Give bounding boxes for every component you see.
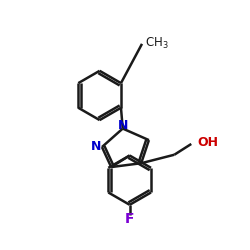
Text: OH: OH bbox=[198, 136, 218, 149]
Text: N: N bbox=[118, 119, 129, 132]
Text: CH$_3$: CH$_3$ bbox=[145, 36, 169, 51]
Text: N: N bbox=[91, 140, 102, 153]
Text: F: F bbox=[125, 212, 134, 226]
